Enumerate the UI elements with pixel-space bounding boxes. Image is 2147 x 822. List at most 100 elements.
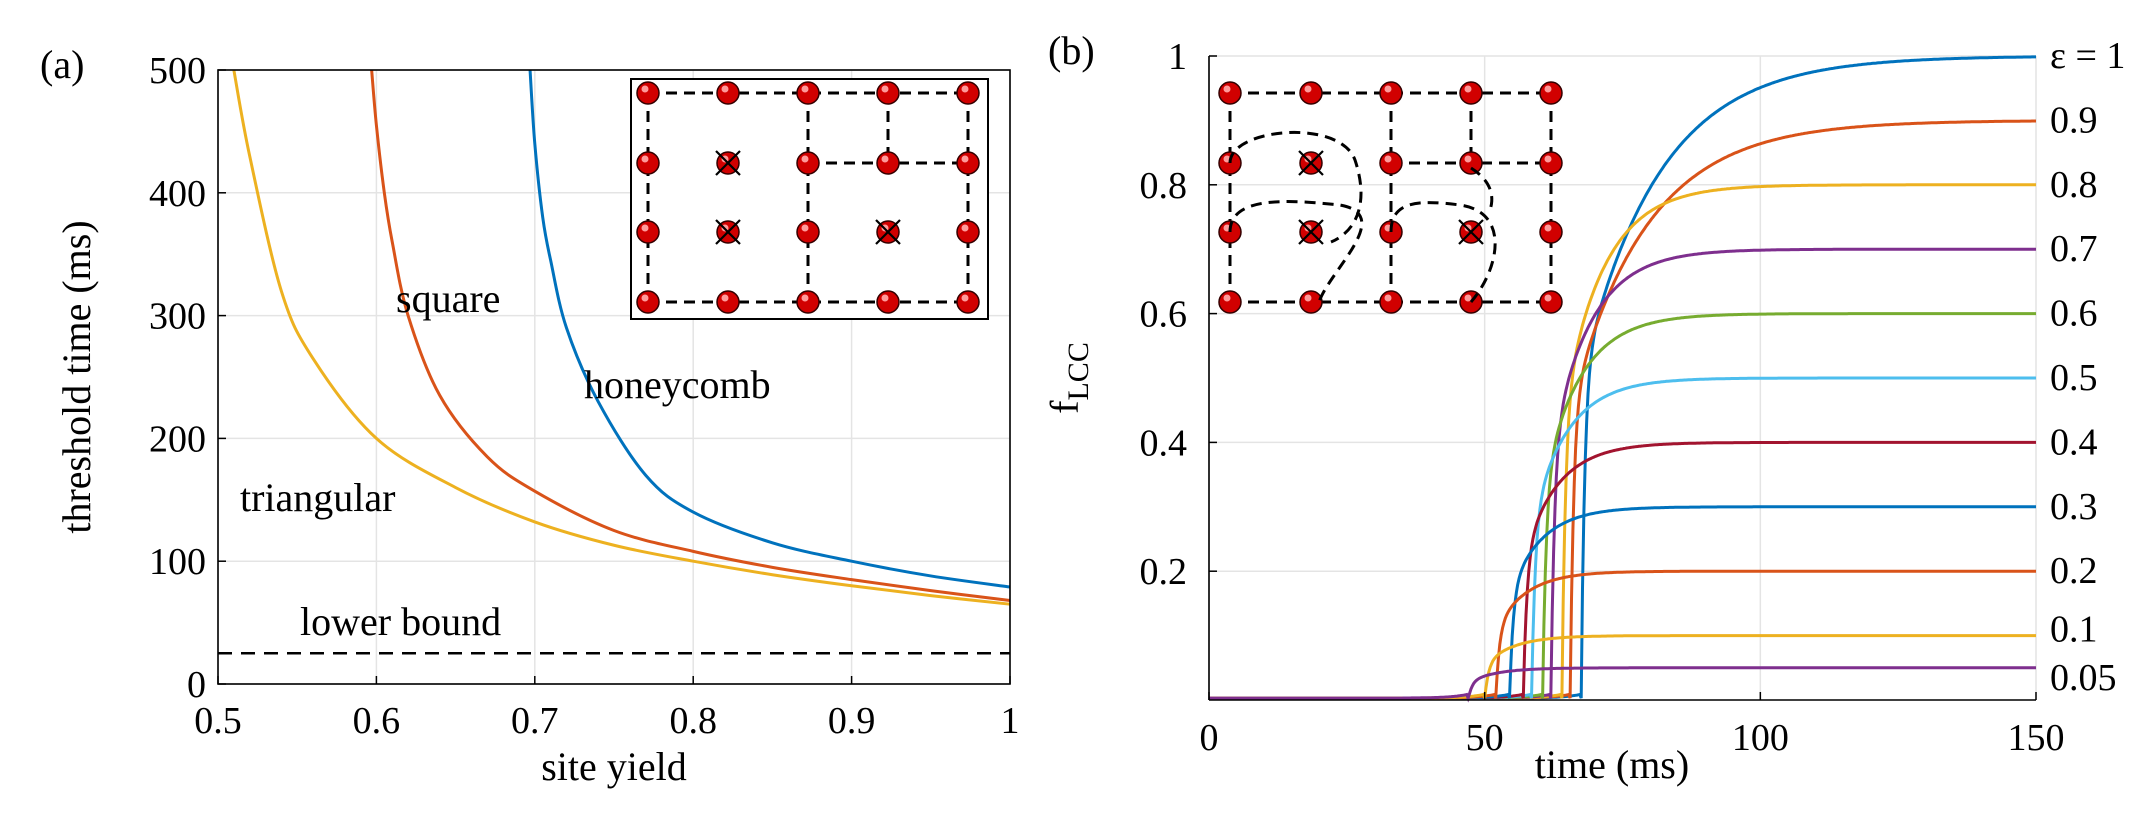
panel-a-series [232,69,1011,606]
panel-a-xlabel: site yield [541,744,687,789]
lattice-site [1299,290,1323,314]
lattice-site [1539,81,1563,105]
lattice-site-highlight [881,155,889,163]
lattice-site [636,290,660,314]
lattice-site [1539,290,1563,314]
lattice-site [636,151,660,175]
lattice-site-highlight [1464,155,1472,163]
panel-a-inset-lattice [630,78,989,320]
y-tick-label: 0.4 [1140,422,1188,464]
series-label: 0.2 [2050,550,2098,592]
removed-site-cross [1458,219,1484,245]
lattice-site [876,81,900,105]
panel-a-ticks: 0.5 0.6 0.7 0.8 0.9 1 0 100 200 300 400 500 [149,50,1020,742]
x-tick-label: 100 [1732,717,1789,759]
lattice-site-highlight [641,155,649,163]
curve-label-honeycomb: honeycomb [584,362,771,407]
panel-b-label: (b) [1048,28,1095,73]
x-tick-label: 1 [1001,700,1020,742]
lattice-site-highlight [641,85,649,93]
lattice-site [1539,151,1563,175]
lattice-site [956,81,980,105]
panel-b-series [1209,55,2036,703]
lattice-site [716,81,740,105]
lattice-site [956,290,980,314]
lattice-site [1459,81,1483,105]
y-tick-label: 400 [149,173,206,215]
removed-site-cross [1298,150,1324,176]
lattice-site-highlight [1544,85,1552,93]
series-label: 0.4 [2050,421,2098,463]
removed-site-cross [715,219,741,245]
y-tick-label: 0.2 [1140,551,1188,593]
panel-b-xlabel: time (ms) [1535,742,1689,787]
series-line-eps-0.3 [1209,505,2036,700]
lattice-site [876,151,900,175]
x-tick-label: 0.9 [828,700,876,742]
panel-b: (b) 0 50 100 150 0.2 0.4 0.6 0.8 1 time (ms) fLC… [1042,28,2125,787]
panel-a-label: (a) [40,42,84,87]
series-label: 0.1 [2050,609,2098,651]
series-label: ε = 1 [2050,35,2125,77]
removed-site-cross [1298,219,1324,245]
series-label: 0.6 [2050,293,2098,335]
lattice-site-highlight [721,85,729,93]
x-tick-label: 150 [2008,717,2065,759]
series-label: 0.8 [2050,164,2098,206]
lattice-site-highlight [641,294,649,302]
panel-b-ylabel: fLCC [1042,342,1095,414]
lattice-site [1379,81,1403,105]
panel-b-ticks: 0 50 100 150 0.2 0.4 0.6 0.8 1 [1140,36,2065,759]
lattice-site-highlight [801,85,809,93]
lattice-site [796,220,820,244]
lattice-site [796,290,820,314]
series-label: 0.05 [2050,657,2117,699]
curve-label-triangular: triangular [240,475,396,520]
lattice-site-highlight [1223,294,1231,302]
series-label: 0.9 [2050,99,2098,141]
panel-b-ylabel-main: fLCC [1042,342,1095,414]
lattice-site-highlight [961,294,969,302]
lattice-site-highlight [801,224,809,232]
lattice-site-highlight [801,155,809,163]
lattice-site [1539,220,1563,244]
panel-a: (a) 0.5 0.6 0.7 0.8 0.9 1 0 100 200 300 400 500 sit… [40,42,1020,789]
y-tick-label: 1 [1168,36,1187,78]
lattice-site [876,290,900,314]
series-line-eps-0.05 [1209,666,2036,703]
panel-b-series-labels: ε = 1 0.9 0.8 0.7 0.6 0.5 0.4 0.3 0.2 0.1 0.05 [2050,35,2125,699]
series-line-triangular [232,69,1011,606]
x-tick-label: 0.8 [669,700,717,742]
lattice-site [796,81,820,105]
lower-bound-label: lower bound [300,599,501,644]
lattice-site [716,290,740,314]
y-tick-label: 0.6 [1140,294,1188,336]
lattice-site [1218,290,1242,314]
dashed-loop [1470,166,1494,211]
series-line-eps-0.7 [1209,247,2036,700]
lattice-site-highlight [961,224,969,232]
lattice-site-highlight [1223,85,1231,93]
panel-a-ylabel: threshold time (ms) [54,220,99,533]
lattice-site [636,220,660,244]
y-tick-label: 100 [149,541,206,583]
lattice-site-highlight [1384,155,1392,163]
lattice-site-highlight [1544,224,1552,232]
lattice-site-highlight [1384,85,1392,93]
x-tick-label: 0.5 [194,700,242,742]
removed-site-cross [875,219,901,245]
x-tick-label: 0.6 [353,700,401,742]
series-line-honeycomb [528,69,1011,589]
series-label: 0.5 [2050,357,2098,399]
x-tick-label: 0 [1200,717,1219,759]
panel-a-axes-frame [217,69,1011,685]
series-label: 0.7 [2050,228,2098,270]
dashed-loop [1389,201,1497,303]
lattice-site-highlight [1544,155,1552,163]
lattice-site-highlight [641,224,649,232]
lattice-site [1459,151,1483,175]
y-tick-label: 500 [149,50,206,92]
y-tick-label: 0 [187,664,206,706]
lattice-site [956,220,980,244]
